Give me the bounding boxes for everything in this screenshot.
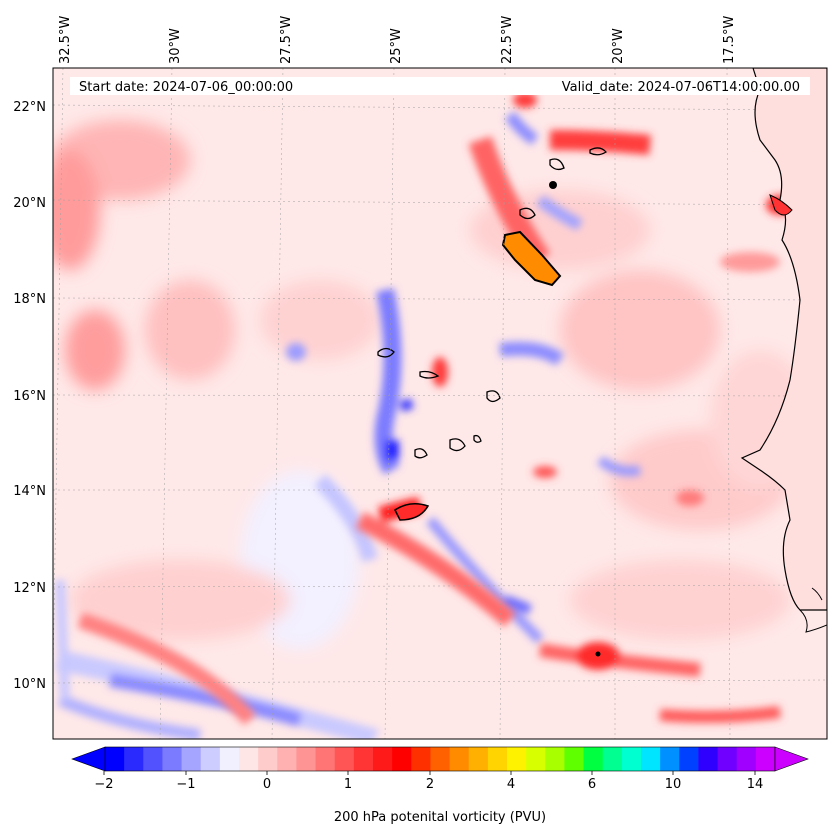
colorbar-right-arrow bbox=[774, 746, 809, 772]
colorbar-cell bbox=[507, 747, 527, 771]
lon-label: 17.5°W bbox=[722, 16, 737, 64]
colorbar-tick-label: −1 bbox=[176, 777, 195, 792]
lon-label: 25°W bbox=[389, 28, 404, 64]
colorbar-cell bbox=[334, 747, 355, 771]
colorbar-cell bbox=[621, 747, 642, 771]
colorbar-cell bbox=[487, 747, 508, 771]
lon-label: 22.5°W bbox=[500, 16, 515, 64]
colorbar-tick-label: 14 bbox=[747, 777, 764, 792]
colorbar-cell bbox=[698, 747, 719, 771]
colorbar-tick-label: 0 bbox=[263, 777, 271, 792]
colorbar-cell bbox=[239, 747, 259, 771]
colorbar-left-arrow bbox=[71, 746, 106, 772]
colorbar-cell bbox=[411, 747, 431, 771]
lat-label: 12°N bbox=[13, 581, 46, 596]
colorbar-cell bbox=[602, 747, 623, 771]
colorbar-cell bbox=[468, 747, 489, 771]
graticule bbox=[53, 68, 827, 739]
colorbar-cell bbox=[258, 747, 278, 771]
lon-label: 30°W bbox=[168, 28, 183, 64]
colorbar-cell bbox=[200, 747, 221, 771]
colorbar-cell bbox=[545, 747, 565, 771]
colorbar-cell bbox=[564, 747, 585, 771]
colorbar-cell bbox=[124, 747, 144, 771]
colorbar-ticks: −2 −1 0 1 2 4 6 10 14 bbox=[94, 771, 763, 792]
colorbar-cell bbox=[679, 747, 699, 771]
colorbar-cell bbox=[583, 747, 604, 771]
colorbar-cell bbox=[143, 747, 163, 771]
lat-label: 10°N bbox=[13, 677, 46, 692]
colorbar-cell bbox=[660, 747, 680, 771]
lon-label: 32.5°W bbox=[58, 16, 73, 64]
colorbar-cell bbox=[105, 747, 125, 771]
colorbar-cell bbox=[736, 747, 757, 771]
colorbar-label: 200 hPa potenital vorticity (PVU) bbox=[334, 810, 546, 825]
lat-label: 20°N bbox=[13, 196, 46, 211]
colorbar-cell bbox=[449, 747, 470, 771]
colorbar-cell bbox=[526, 747, 546, 771]
map-area: Start date: 2024-07-06_00:00:00 Valid_da… bbox=[53, 68, 827, 739]
lat-label: 14°N bbox=[13, 484, 46, 499]
lon-label: 27.5°W bbox=[279, 16, 294, 64]
colorbar-tick-label: −2 bbox=[94, 777, 113, 792]
lon-label: 20°W bbox=[611, 28, 626, 64]
colorbar: −2 −1 0 1 2 4 6 10 14 200 hPa potenital vorticit… bbox=[71, 746, 809, 825]
longitude-labels: 32.5°W 30°W 27.5°W 25°W 22.5°W 20°W 17.5… bbox=[58, 16, 737, 64]
colorbar-cell bbox=[717, 747, 738, 771]
lat-label: 16°N bbox=[13, 389, 46, 404]
start-date: Start date: 2024-07-06_00:00:00 bbox=[79, 80, 293, 95]
coastline bbox=[740, 68, 827, 633]
colorbar-tick-label: 1 bbox=[344, 777, 352, 792]
colorbar-cell bbox=[219, 747, 240, 771]
pv-field bbox=[53, 120, 810, 650]
colorbar-tick-label: 10 bbox=[665, 777, 682, 792]
latitude-labels: 22°N 20°N 18°N 16°N 14°N 12°N 10°N bbox=[13, 100, 46, 692]
colorbar-cell bbox=[277, 747, 297, 771]
date-strip bbox=[70, 77, 810, 95]
colorbar-tick-label: 2 bbox=[426, 777, 434, 792]
colorbar-cell bbox=[373, 747, 393, 771]
colorbar-cell bbox=[296, 747, 317, 771]
contour-islands bbox=[377, 147, 607, 459]
lat-label: 18°N bbox=[13, 292, 46, 307]
colorbar-cells bbox=[104, 746, 776, 772]
valid-date: Valid_date: 2024-07-06T14:00:00.00 bbox=[562, 80, 800, 95]
colorbar-cell bbox=[392, 747, 412, 771]
colorbar-cell bbox=[162, 747, 183, 771]
colorbar-tick-label: 6 bbox=[588, 777, 596, 792]
high-pv-core bbox=[394, 181, 601, 657]
positive-pv-areas bbox=[77, 92, 794, 726]
colorbar-cell bbox=[430, 747, 451, 771]
colorbar-cell bbox=[315, 747, 336, 771]
colorbar-cell bbox=[641, 747, 661, 771]
lat-label: 22°N bbox=[13, 100, 46, 115]
colorbar-cell bbox=[181, 747, 202, 771]
map-frame bbox=[52, 67, 828, 740]
colorbar-cell bbox=[353, 747, 374, 771]
colorbar-tick-label: 4 bbox=[507, 777, 515, 792]
colorbar-cell bbox=[755, 747, 776, 771]
